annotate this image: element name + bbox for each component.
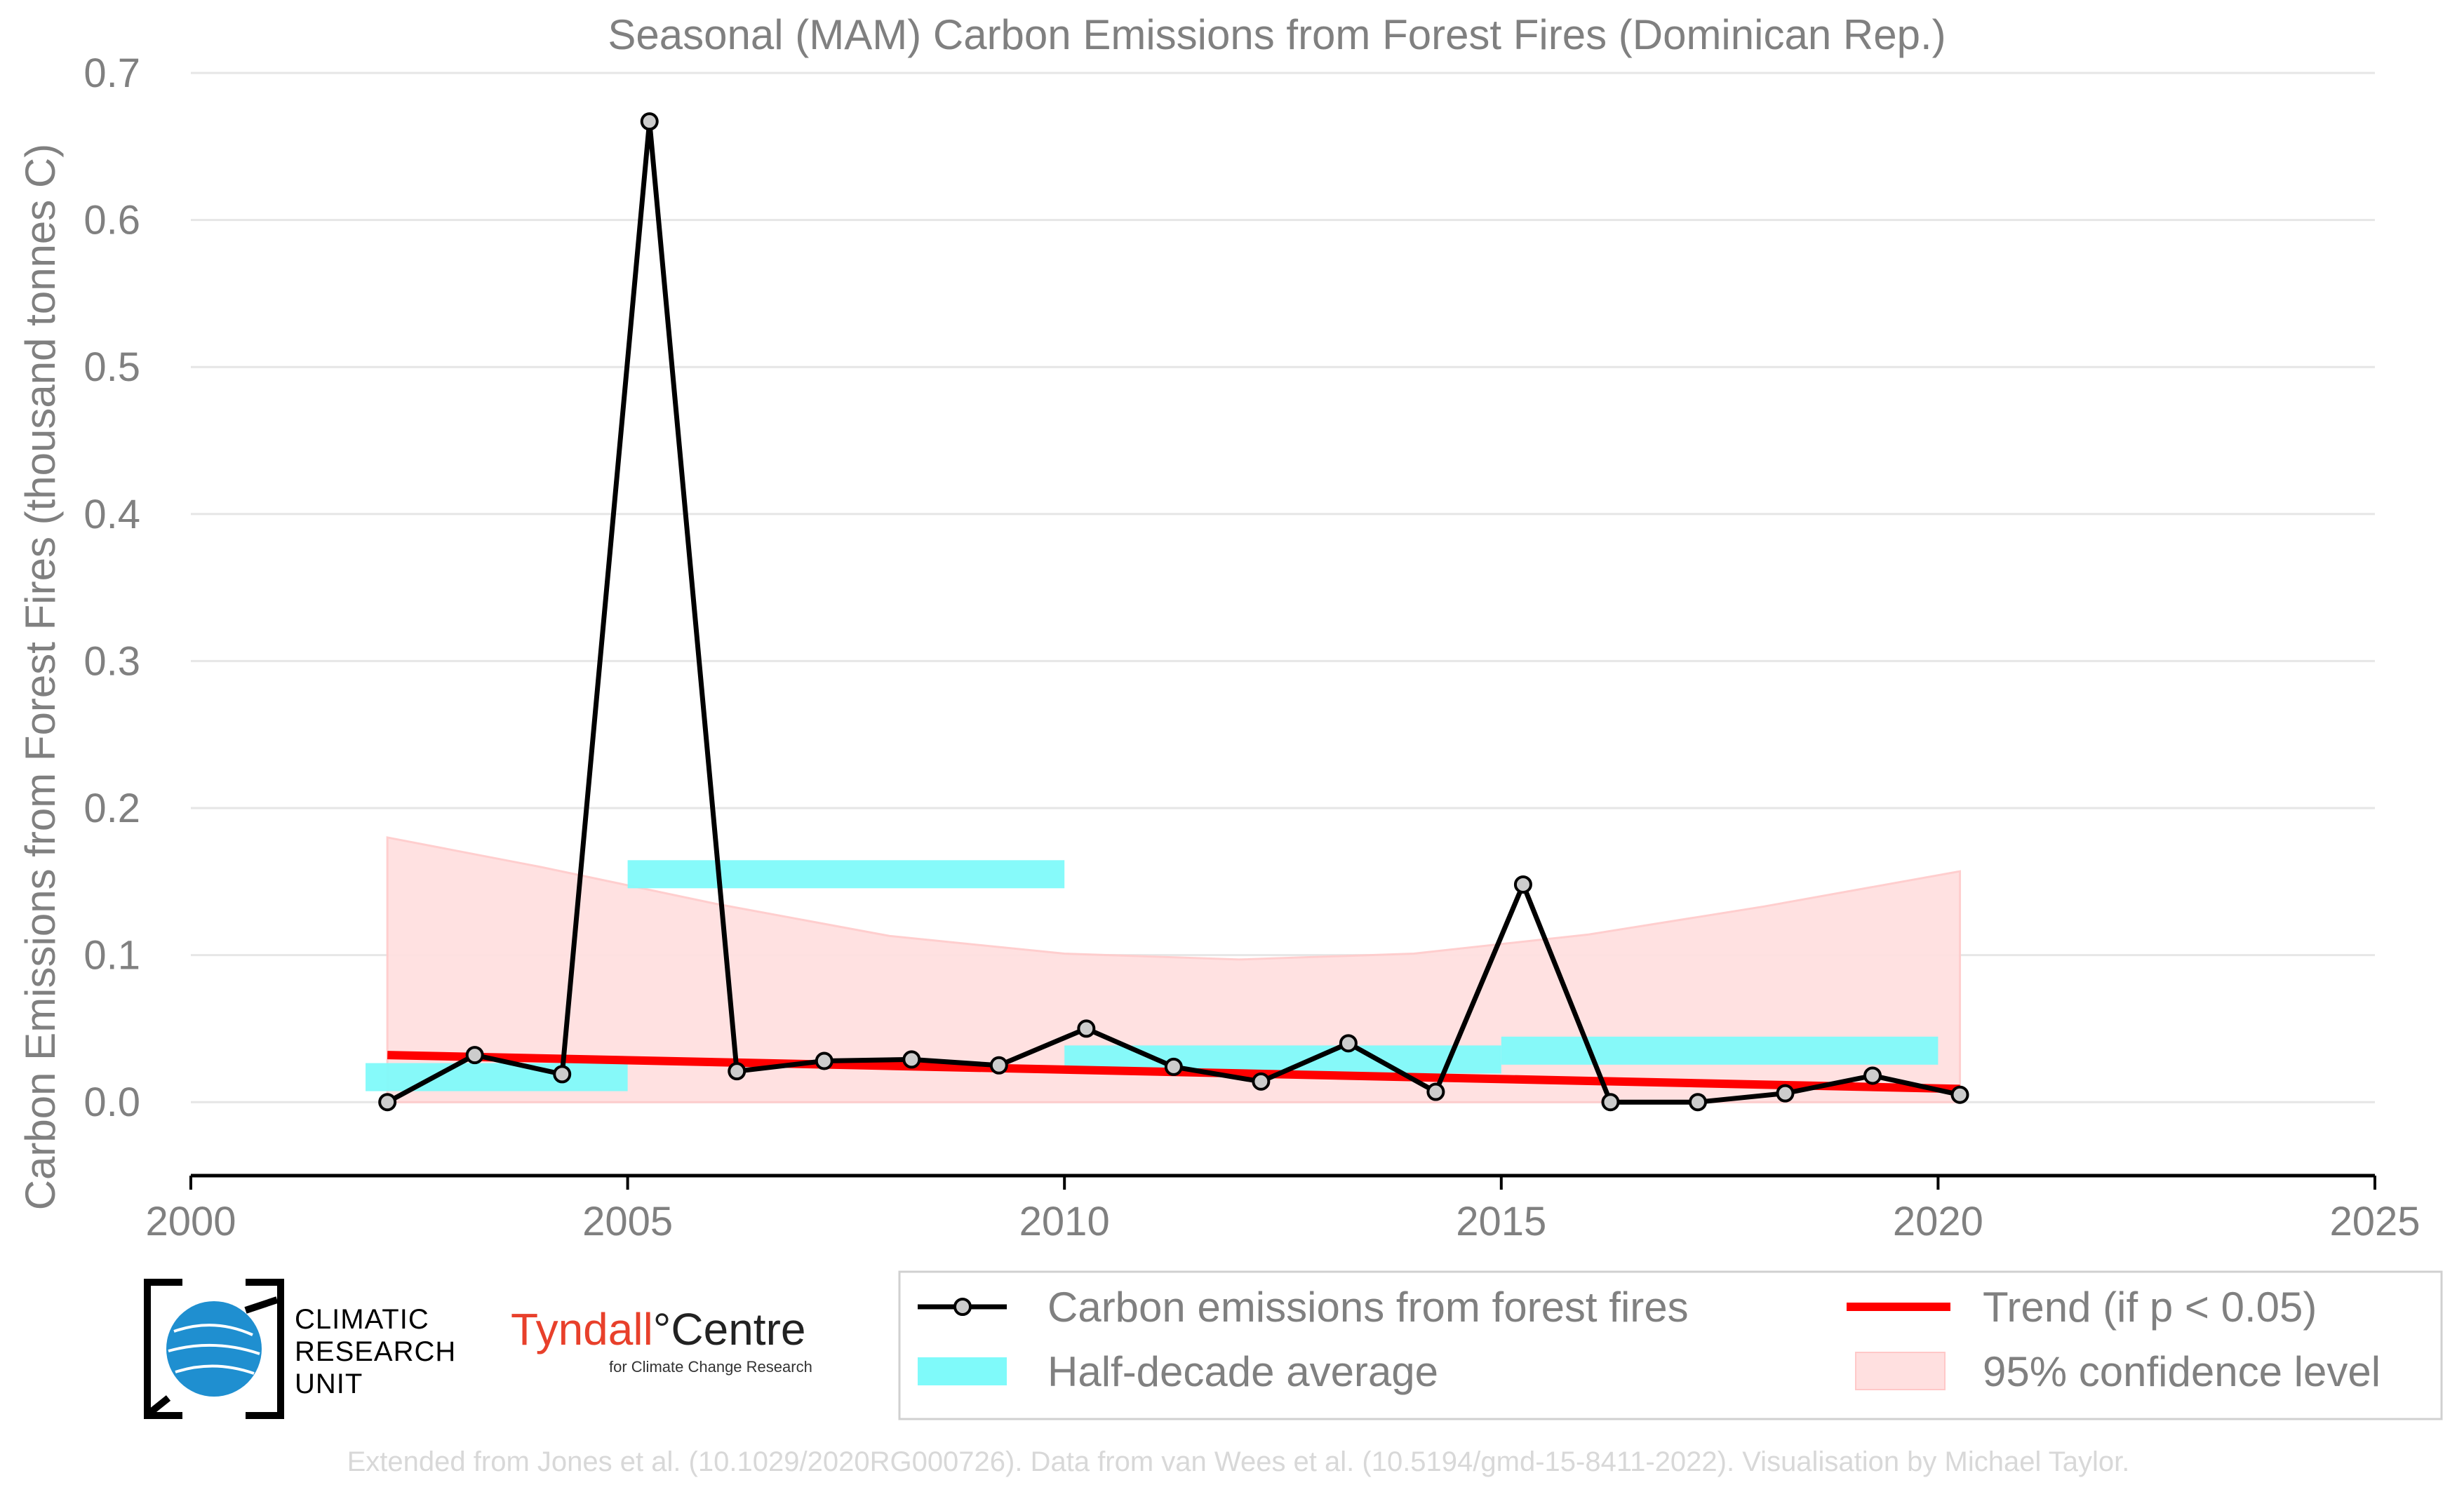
cru-globe-icon <box>144 1275 284 1423</box>
half-decade-average-layer <box>366 860 1939 1091</box>
data-point <box>902 1050 921 1069</box>
data-point <box>728 1062 746 1081</box>
x-tick-label: 2015 <box>1456 1199 1546 1244</box>
legend-label-series: Carbon emissions from forest fires <box>1047 1284 1689 1331</box>
cru-logo-text: CLIMATIC RESEARCH UNIT <box>295 1303 456 1400</box>
x-tick-label: 2000 <box>145 1199 236 1244</box>
series-layer <box>378 112 1969 1112</box>
footer-credit: Extended from Jones et al. (10.1029/2020… <box>347 1446 2130 1477</box>
legend-band-swatch <box>1855 1352 1946 1390</box>
half-decade-bar <box>1501 1036 1939 1065</box>
data-point <box>1077 1019 1096 1038</box>
data-point <box>815 1051 833 1070</box>
cru-line-3: UNIT <box>295 1369 363 1399</box>
tyndall-logo-subtitle: for Climate Change Research <box>609 1358 812 1376</box>
legend-label-trend: Trend (if p < 0.05) <box>1983 1284 2317 1331</box>
tyndall-logo-title: Tyndall°Centre <box>511 1305 805 1354</box>
y-axis-label: Carbon Emissions from Forest Fires (thou… <box>17 144 64 1211</box>
data-point <box>1688 1093 1707 1112</box>
x-tick-label: 2020 <box>1893 1199 1983 1244</box>
y-tick-label: 0.4 <box>83 492 140 537</box>
x-axis: 2000 2005 2010 2015 2020 2025 <box>145 1174 2421 1244</box>
x-tick-label: 2010 <box>1019 1199 1110 1244</box>
legend-marker-swatch <box>953 1298 972 1316</box>
data-point <box>1252 1072 1271 1091</box>
data-point <box>640 112 659 131</box>
data-point <box>989 1056 1008 1075</box>
data-point <box>1950 1085 1969 1104</box>
data-point <box>553 1065 572 1084</box>
y-tick-label: 0.5 <box>83 344 140 390</box>
data-point <box>1426 1082 1445 1101</box>
data-point <box>465 1046 484 1065</box>
legend: Carbon emissions from forest fires Half-… <box>898 1270 2443 1420</box>
legend-frame <box>898 1270 2443 1420</box>
y-tick-label: 0.6 <box>83 198 140 243</box>
cru-logo: CLIMATIC RESEARCH UNIT <box>140 1275 477 1423</box>
data-point <box>1164 1057 1183 1076</box>
x-tick-label: 2005 <box>582 1199 673 1244</box>
y-tick-label: 0.2 <box>83 786 140 831</box>
half-decade-bar <box>627 860 1065 889</box>
legend-label-average: Half-decade average <box>1047 1348 1438 1395</box>
data-point <box>1863 1066 1882 1085</box>
legend-avg-swatch <box>918 1357 1007 1385</box>
data-point <box>1601 1093 1620 1112</box>
y-tick-label: 0.0 <box>83 1080 140 1125</box>
legend-label-band: 95% confidence level <box>1983 1348 2381 1395</box>
data-point <box>378 1093 397 1112</box>
tyndall-logo-black: °Centre <box>652 1304 806 1355</box>
data-point <box>1776 1084 1795 1103</box>
y-tick-label: 0.7 <box>83 51 140 96</box>
y-axis-ticks: 0.0 0.1 0.2 0.3 0.4 0.5 0.6 0.7 <box>83 51 140 1125</box>
y-tick-label: 0.1 <box>83 933 140 979</box>
tyndall-logo: Tyndall°Centre for Climate Change Resear… <box>511 1305 833 1382</box>
data-point <box>1513 875 1532 894</box>
tyndall-logo-red: Tyndall <box>511 1304 653 1355</box>
x-tick-label: 2025 <box>2329 1199 2420 1244</box>
cru-line-2: RESEARCH <box>295 1336 457 1367</box>
data-point <box>1339 1034 1358 1053</box>
y-tick-label: 0.3 <box>83 638 140 684</box>
half-decade-bar <box>366 1063 628 1091</box>
cru-line-1: CLIMATIC <box>295 1304 429 1335</box>
chart-title: Seasonal (MAM) Carbon Emissions from For… <box>608 11 1946 58</box>
